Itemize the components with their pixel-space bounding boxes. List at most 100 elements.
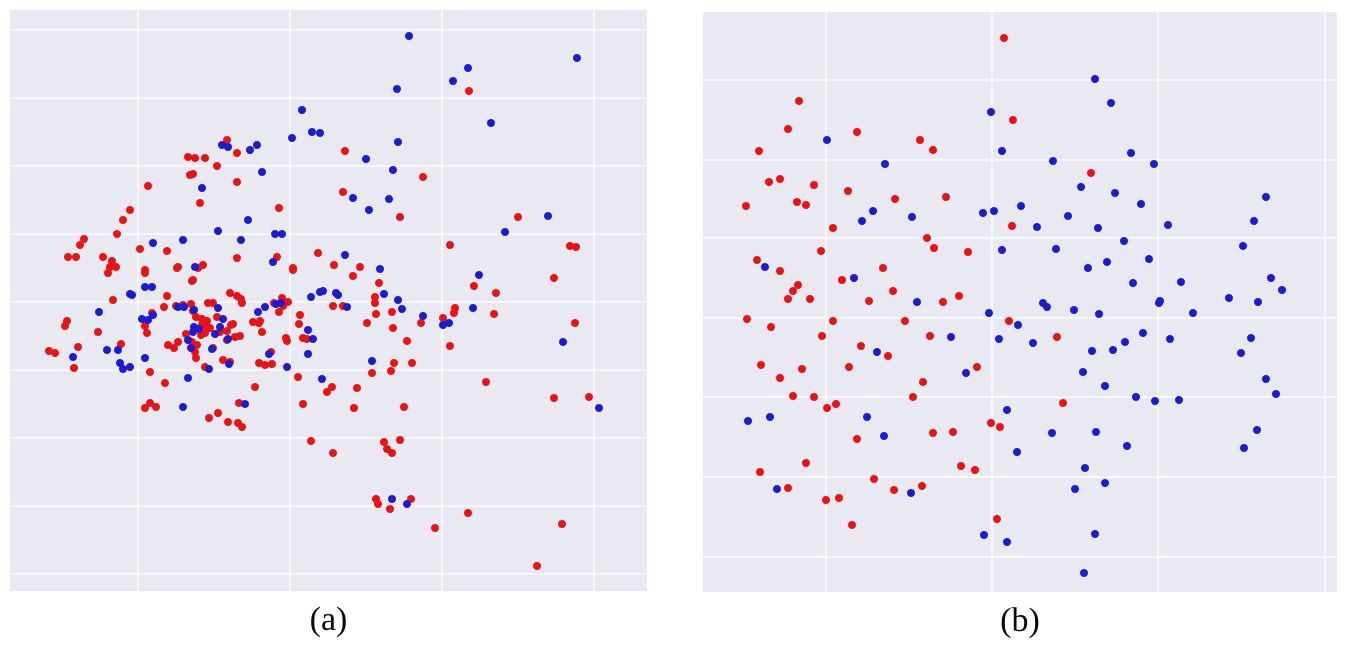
scatter-point-red [789, 392, 797, 400]
scatter-point-red [829, 317, 837, 325]
scatter-point-red [386, 505, 394, 513]
scatter-point-blue [385, 195, 393, 203]
scatter-point-blue [208, 345, 216, 353]
gridline [825, 12, 827, 592]
scatter-point-red [349, 272, 357, 280]
scatter-point-blue [271, 230, 279, 238]
scatter-point-red [431, 524, 439, 532]
scatter-point-red [550, 394, 558, 402]
scatter-point-red [201, 329, 209, 337]
scatter-point-blue [1029, 339, 1037, 347]
scatter-point-blue [225, 360, 233, 368]
scatter-point-red [275, 308, 283, 316]
scatter-point-blue [1237, 349, 1245, 357]
scatter-point-red [755, 147, 763, 155]
scatter-point-blue [368, 357, 376, 365]
scatter-point-red [70, 364, 78, 372]
scatter-point-red [206, 324, 214, 332]
scatter-point-red [170, 344, 178, 352]
scatter-point-red [973, 363, 981, 371]
scatter-point-red [251, 383, 259, 391]
scatter-point-red [865, 297, 873, 305]
scatter-point-blue [184, 374, 192, 382]
scatter-point-red [236, 332, 244, 340]
scatter-point-red [987, 419, 995, 427]
scatter-point-red [929, 146, 937, 154]
scatter-point-red [743, 315, 751, 323]
scatter-point-blue [258, 168, 266, 176]
scatter-point-red [918, 482, 926, 490]
scatter-point-blue [1052, 245, 1060, 253]
scatter-point-blue [362, 155, 370, 163]
scatter-point-red [307, 437, 315, 445]
scatter-point-blue [218, 141, 226, 149]
scatter-point-red [189, 276, 197, 284]
scatter-point-red [258, 328, 266, 336]
scatter-point-red [119, 216, 127, 224]
scatter-point-red [109, 296, 117, 304]
scatter-point-red [191, 154, 199, 162]
scatter-point-blue [1262, 193, 1270, 201]
gridline [1324, 12, 1326, 592]
scatter-point-blue [998, 246, 1006, 254]
scatter-point-blue [1077, 183, 1085, 191]
scatter-point-red [396, 436, 404, 444]
scatter-point-blue [985, 309, 993, 317]
scatter-point-red [1087, 169, 1095, 177]
scatter-point-blue [187, 344, 195, 352]
scatter-point-red [853, 128, 861, 136]
scatter-point-red [341, 147, 349, 155]
scatter-point-blue [307, 293, 315, 301]
scatter-point-red [328, 383, 336, 391]
scatter-point-blue [148, 283, 156, 291]
scatter-point-blue [214, 227, 222, 235]
scatter-point-red [223, 327, 231, 335]
scatter-point-blue [1070, 306, 1078, 314]
scatter-point-red [879, 264, 887, 272]
scatter-point-blue [190, 323, 198, 331]
scatter-point-blue [445, 319, 453, 327]
scatter-point-red [368, 369, 376, 377]
scatter-point-red [817, 247, 825, 255]
scatter-point-red [173, 264, 181, 272]
scatter-point-red [1009, 116, 1017, 124]
scatter-point-blue [1033, 223, 1041, 231]
scatter-point-blue [272, 300, 280, 308]
scatter-point-red [757, 361, 765, 369]
scatter-point-blue [224, 143, 232, 151]
scatter-point-blue [858, 217, 866, 225]
scatter-point-red [99, 253, 107, 261]
scatter-point-red [776, 175, 784, 183]
scatter-point-red [144, 182, 152, 190]
scatter-point-blue [403, 500, 411, 508]
scatter-point-blue [1095, 310, 1103, 318]
scatter-point-red [765, 178, 773, 186]
scatter-point-red [249, 318, 257, 326]
scatter-point-red [193, 341, 201, 349]
scatter-point-red [136, 245, 144, 253]
scatter-point-red [273, 253, 281, 261]
scatter-point-blue [1150, 160, 1158, 168]
scatter-point-red [971, 466, 979, 474]
scatter-point-blue [559, 338, 567, 346]
scatter-point-red [198, 321, 206, 329]
gridline [703, 317, 1337, 319]
scatter-point-red [363, 319, 371, 327]
scatter-point-red [450, 309, 458, 317]
scatter-point-red [196, 199, 204, 207]
scatter-point-blue [174, 303, 182, 311]
scatter-point-red [213, 162, 221, 170]
scatter-point-red [187, 300, 195, 308]
scatter-point-red [446, 241, 454, 249]
scatter-point-blue [947, 333, 955, 341]
scatter-point-blue [595, 404, 603, 412]
scatter-point-blue [304, 350, 312, 358]
scatter-point-red [802, 201, 810, 209]
scatter-point-red [465, 87, 473, 95]
scatter-point-red [417, 319, 425, 327]
scatter-point-blue [1080, 569, 1088, 577]
scatter-point-blue [1155, 299, 1163, 307]
scatter-point-blue [288, 134, 296, 142]
scatter-point-blue [995, 335, 1003, 343]
gridline [703, 556, 1337, 558]
